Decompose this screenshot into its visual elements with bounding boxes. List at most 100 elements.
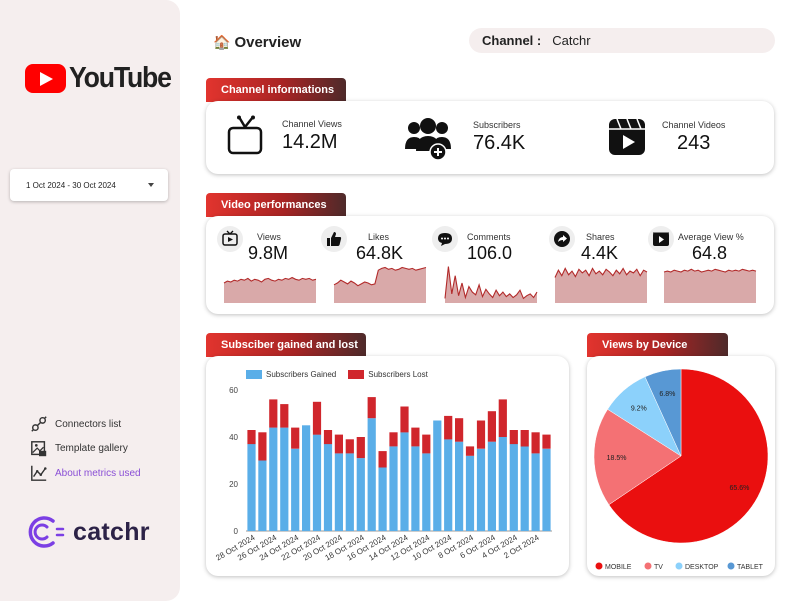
plug-icon	[31, 416, 47, 432]
sidebar-links: Connectors list Template gallery About m…	[30, 412, 141, 486]
bar-gained	[542, 448, 551, 532]
legend-dot	[595, 562, 603, 570]
comments-label: Comments	[467, 232, 511, 242]
catchr-logo-icon	[28, 516, 65, 548]
legend-label: MOBILE	[605, 564, 632, 571]
share-icon	[549, 226, 575, 252]
bar-gained	[476, 448, 486, 532]
bar-lost	[378, 451, 387, 468]
channel-label: Channel :	[482, 33, 542, 48]
device-chart-card: 65.6% 18.5% 9.2% 6.8% MOBILE TV DESKTOP TABLET	[587, 356, 775, 576]
pie-slice	[608, 368, 769, 544]
chart-line-icon	[31, 466, 47, 482]
house-icon: 🏠	[213, 34, 231, 50]
bar-lost	[476, 420, 486, 449]
channel-selector[interactable]: Channel : Catchr	[469, 28, 775, 53]
bar-gained	[269, 427, 278, 531]
pie-slice-label: 6.8%	[659, 391, 675, 398]
youtube-wordmark: YouTube	[69, 62, 172, 94]
views-value: 9.8M	[248, 243, 289, 263]
legend-dot	[727, 562, 735, 570]
bar-gained	[531, 453, 540, 531]
sparkline-line	[663, 268, 757, 273]
caret-down-icon	[148, 183, 154, 187]
bar-gained	[334, 453, 343, 531]
bar-gained	[400, 432, 409, 531]
bar-gained	[356, 458, 365, 531]
y-tick-label: 60	[229, 386, 238, 395]
bar-gained	[411, 446, 420, 531]
about-metrics-link[interactable]: About metrics used	[30, 461, 141, 486]
bar-lost	[498, 399, 507, 437]
bar-lost	[531, 432, 540, 454]
legend-dot	[644, 562, 652, 570]
bar-gained	[487, 441, 496, 531]
bar-gained	[520, 446, 529, 531]
bar-lost	[312, 401, 322, 435]
comments-value: 106.0	[467, 243, 513, 263]
subs-chart-header: Subsciber gained and lost	[206, 333, 366, 357]
thumbs-up-icon	[321, 226, 347, 252]
date-range-select[interactable]: 1 Oct 2024 - 30 Oct 2024	[10, 169, 168, 201]
pie-slice-label: 9.2%	[631, 405, 647, 412]
about-metrics-label: About metrics used	[55, 467, 141, 479]
channel-value: Catchr	[552, 33, 591, 48]
bar-lost	[323, 430, 333, 445]
bar-gained	[247, 444, 256, 531]
device-chart-header-text: Views by Device	[602, 339, 688, 351]
channel-info-card: Channel Views 14.2M Subscribers 76.4K Ch	[206, 101, 774, 174]
channel-info-header: Channel informations	[206, 78, 346, 102]
bar-gained	[422, 453, 431, 531]
kpi-subscribers-text: Subscribers 76.4K	[473, 120, 525, 155]
bar-gained	[455, 441, 464, 531]
pie-slice	[593, 408, 682, 506]
bar-gained	[509, 444, 518, 531]
bar-lost	[367, 397, 376, 419]
legend-label: DESKTOP	[685, 564, 719, 571]
views-label: Views	[257, 232, 281, 242]
bar-gained	[312, 434, 322, 531]
sparkline-area	[224, 277, 316, 303]
bar-lost	[509, 430, 518, 445]
kpi-channel-views	[226, 115, 264, 157]
legend-label: TV	[654, 564, 663, 571]
device-pie-chart: 65.6% 18.5% 9.2% 6.8% MOBILE TV DESKTOP TABLET	[593, 368, 769, 571]
legend-dot	[675, 562, 683, 570]
sparkline-line	[223, 276, 317, 284]
page-title-text: Overview	[234, 34, 302, 51]
connectors-list-link[interactable]: Connectors list	[30, 412, 141, 437]
kpi-channel-views-text: Channel Views 14.2M	[282, 119, 342, 154]
bar-lost	[422, 434, 431, 454]
bar-lost	[411, 427, 420, 447]
bar-lost	[455, 418, 464, 442]
youtube-logo: YouTube	[25, 62, 180, 95]
y-tick-label: 20	[229, 480, 238, 489]
kpi-label: Channel Views	[282, 119, 342, 129]
kpi-channel-videos-text: Channel Videos 243	[662, 120, 725, 155]
bar-lost	[465, 446, 475, 456]
legend-gained-label: Subscribers Gained	[266, 370, 337, 379]
video-perf-header-text: Video performances	[221, 199, 327, 211]
kpi-subscribers	[404, 117, 452, 161]
youtube-play-icon	[25, 64, 66, 93]
subs-chart-card: Subscribers Gained Subscribers Lost 0 20 4…	[206, 356, 569, 576]
bar-lost	[520, 430, 529, 447]
users-add-icon	[405, 118, 451, 161]
bar-lost	[247, 430, 256, 445]
template-gallery-link[interactable]: Template gallery	[30, 437, 141, 462]
legend-gained-swatch	[246, 370, 262, 379]
bar-lost	[269, 399, 278, 428]
gallery-icon	[31, 440, 47, 456]
device-chart-header: Views by Device	[587, 333, 728, 357]
bar-lost	[487, 411, 496, 442]
bar-gained	[498, 437, 507, 531]
avg-view-label: Average View %	[678, 232, 744, 242]
bar-gained	[258, 460, 267, 531]
sparklines	[223, 266, 757, 303]
kpi-value: 76.4K	[473, 132, 526, 154]
bar-gained	[345, 453, 354, 531]
video-views-icon	[217, 226, 243, 252]
bar-lost	[334, 434, 343, 454]
bar-lost	[444, 415, 453, 440]
channel-info-header-text: Channel informations	[221, 84, 335, 96]
